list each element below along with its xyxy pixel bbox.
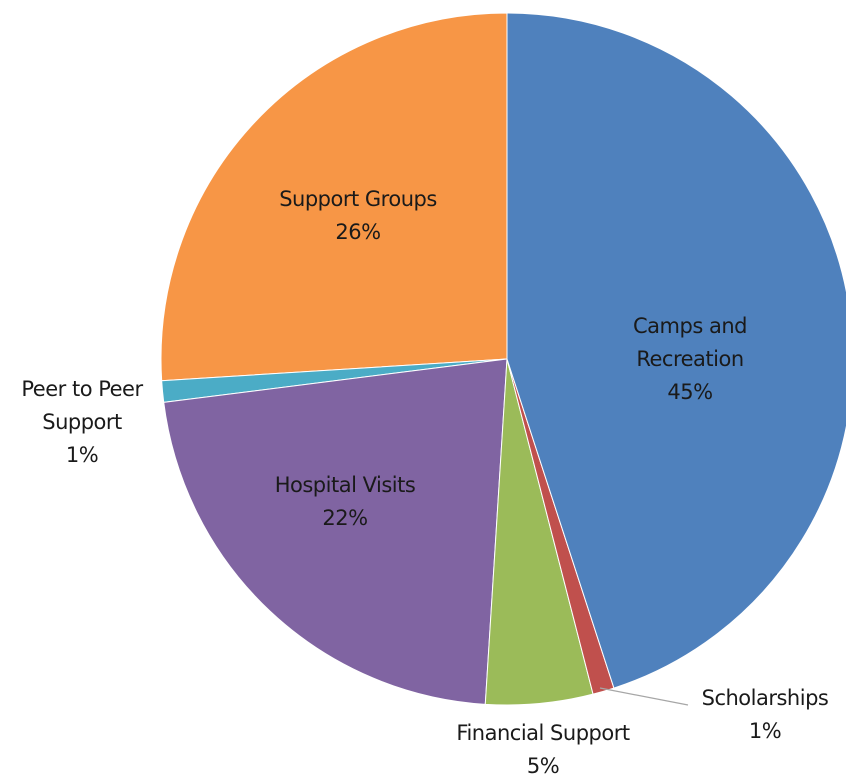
slice-label: Peer to Peer Support 1% (2, 373, 162, 472)
category-name: Peer to Peer Support (21, 377, 143, 434)
value-label: 1% (748, 719, 782, 743)
leader-line (599, 687, 689, 706)
category-name: Financial Support (456, 721, 630, 745)
category-name: Hospital Visits (274, 473, 416, 497)
pie-slice (160, 12, 508, 382)
slice-label: Scholarships 1% (685, 682, 845, 748)
slice-label: Hospital Visits 22% (245, 469, 445, 535)
category-name: Camps and Recreation (633, 314, 747, 371)
value-label: 22% (322, 506, 368, 530)
slice-label: Support Groups 26% (248, 183, 468, 249)
pie-slice (506, 12, 846, 689)
category-name: Scholarships (701, 686, 829, 710)
slice-label: Financial Support 5% (428, 717, 658, 783)
value-label: 45% (667, 380, 713, 404)
value-label: 1% (65, 443, 99, 467)
value-label: 5% (526, 754, 560, 778)
slice-label: Camps and Recreation 45% (615, 310, 765, 409)
category-name: Support Groups (279, 187, 437, 211)
value-label: 26% (335, 220, 381, 244)
pie-slice (163, 358, 508, 705)
